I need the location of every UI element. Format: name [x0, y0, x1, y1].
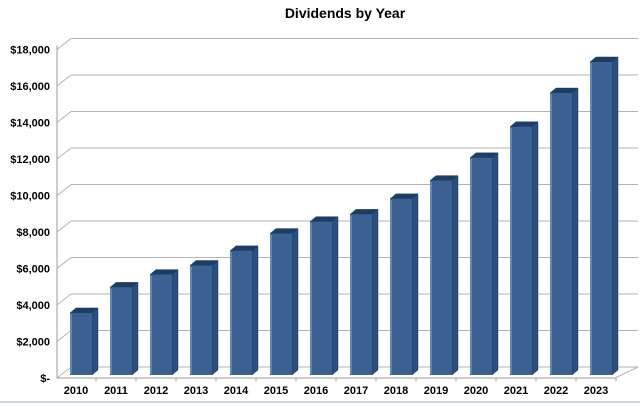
- x-axis-tick-label: 2023: [584, 385, 608, 397]
- gridline-wall-connector: [56, 220, 72, 233]
- gridline-wall-connector: [56, 111, 72, 123]
- x-axis-tick-label: 2011: [104, 385, 128, 397]
- x-axis-tick-label: 2016: [304, 385, 328, 397]
- bar-side-2014: [251, 245, 259, 376]
- bar-side-2022: [571, 87, 579, 376]
- y-axis-tick-label: $8,000: [16, 227, 50, 239]
- bar-side-2018: [411, 193, 419, 376]
- chart-title: Dividends by Year: [284, 5, 406, 21]
- bar-side-2021: [531, 121, 539, 376]
- x-axis-tick-label: 2015: [264, 385, 288, 397]
- gridline-wall-connector: [56, 257, 72, 269]
- x-axis-tick-label: 2021: [504, 385, 528, 397]
- y-axis-tick-label: $10,000: [10, 191, 50, 203]
- bar-2013: [190, 265, 212, 375]
- x-axis-tick-label: 2014: [224, 385, 249, 397]
- bottom-divider: [0, 401, 640, 403]
- y-axis-tick-label: $4,000: [16, 300, 50, 312]
- x-axis-tick-label: 2022: [544, 385, 568, 397]
- bar-side-2011: [131, 281, 139, 376]
- x-axis-tick-label: 2013: [184, 385, 208, 397]
- gridline-wall-connector: [56, 293, 72, 306]
- bar-2021: [510, 126, 532, 375]
- bar-2012: [150, 274, 172, 375]
- y-axis-tick-label: $18,000: [10, 45, 50, 57]
- gridline-wall-connector: [56, 184, 72, 196]
- bar-2018: [390, 198, 412, 375]
- x-axis-tick-label: 2019: [424, 385, 448, 397]
- x-axis-tick-label: 2018: [384, 385, 408, 397]
- bar-2010: [70, 312, 92, 375]
- bar-side-2017: [371, 208, 379, 376]
- bar-2019: [430, 180, 452, 375]
- bar-2017: [350, 214, 372, 375]
- y-axis-tick-label: $6,000: [16, 264, 50, 276]
- gridline-wall-connector: [56, 147, 72, 160]
- x-axis-tick-label: 2020: [464, 385, 488, 397]
- bar-side-2020: [491, 152, 499, 376]
- gridline-wall-connector: [56, 366, 72, 379]
- bar-side-2013: [211, 259, 219, 376]
- y-axis-tick-label: $2,000: [16, 337, 50, 349]
- y-axis-tick-label: $-: [40, 373, 50, 385]
- y-axis-tick-label: $12,000: [10, 154, 50, 166]
- bar-2023: [590, 62, 612, 375]
- bar-side-2016: [331, 216, 339, 376]
- gridline-wall-connector: [56, 38, 72, 50]
- bar-side-2012: [171, 269, 179, 376]
- bar-2022: [550, 93, 572, 375]
- y-axis-tick-label: $14,000: [10, 118, 50, 130]
- bar-side-2019: [451, 175, 459, 376]
- gridline-wall-connector: [56, 74, 72, 87]
- bar-2016: [310, 221, 332, 375]
- bar-side-2015: [291, 228, 299, 376]
- x-axis-tick-label: 2017: [344, 385, 368, 397]
- floor-right-edge: [614, 366, 639, 379]
- bar-2011: [110, 287, 132, 375]
- gridline-wall-connector: [56, 330, 72, 342]
- x-axis-tick-label: 2010: [64, 385, 88, 397]
- y-axis-tick-label: $16,000: [10, 81, 50, 93]
- bar-2020: [470, 157, 492, 375]
- bar-side-2023: [611, 56, 619, 376]
- x-axis-tick-label: 2012: [144, 385, 168, 397]
- bar-side-2010: [91, 307, 99, 376]
- bar-2014: [230, 250, 252, 375]
- bar-2015: [270, 233, 292, 375]
